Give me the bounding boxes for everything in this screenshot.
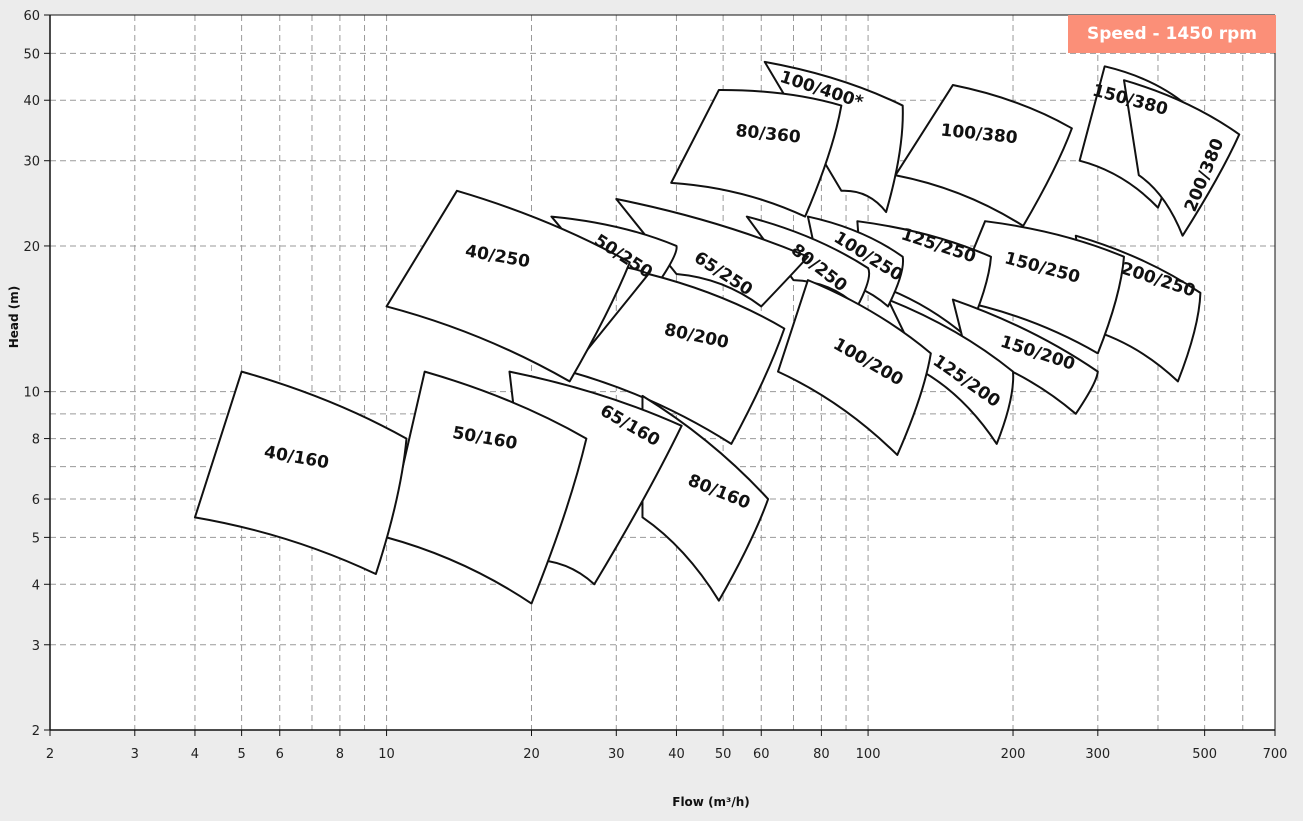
pump-region-80-250 [745, 215, 871, 308]
pump-region-100-200 [776, 279, 932, 456]
pump-region-125-200 [887, 298, 1015, 445]
x-tick-label: 5 [237, 747, 245, 762]
y-tick-label: 50 [23, 47, 40, 62]
x-tick-label: 3 [131, 747, 139, 762]
y-tick-label: 60 [23, 9, 40, 24]
pump-region-40-160 [193, 370, 408, 576]
speed-badge: Speed - 1450 rpm [1068, 15, 1276, 53]
x-tick-label: 4 [191, 747, 199, 762]
pump-region-200-380 [1122, 79, 1241, 237]
x-tick-label: 50 [715, 747, 732, 762]
x-tick-label: 500 [1192, 747, 1217, 762]
x-tick-label: 20 [523, 747, 540, 762]
pump-region-50-160 [385, 370, 588, 605]
x-tick-label: 6 [276, 747, 284, 762]
pump-region-80-200 [568, 273, 786, 445]
x-tick-label: 40 [668, 747, 685, 762]
y-tick-label: 30 [23, 155, 40, 170]
pump-regions: 100/400*80/360150/380200/380100/380200/2… [193, 60, 1241, 605]
x-tick-label: 30 [608, 747, 625, 762]
x-axis-title: Flow (m³/h) [672, 795, 749, 809]
x-tick-label: 10 [378, 747, 395, 762]
pump-region-100-380 [894, 84, 1073, 227]
x-tick-label: 700 [1263, 747, 1288, 762]
y-tick-label: 8 [32, 433, 40, 448]
y-tick-label: 10 [23, 386, 40, 401]
x-tick-label: 80 [813, 747, 830, 762]
x-tick-label: 2 [46, 747, 54, 762]
x-tick-label: 8 [336, 747, 344, 762]
axes: 2 3 4 5 6 8 10 20 30 40 50 60 80 100 200 300 500 700 2 3 4 5 6… [23, 9, 1287, 762]
y-tick-label: 20 [23, 240, 40, 255]
y-tick-label: 3 [32, 639, 40, 654]
x-tick-label: 60 [753, 747, 770, 762]
pump-region-40-250 [385, 189, 631, 383]
pump-region-150-250 [951, 220, 1125, 355]
pump-region-80-360 [670, 88, 843, 218]
y-tick-label: 2 [32, 724, 40, 739]
x-tick-label: 100 [856, 747, 881, 762]
y-tick-label: 40 [23, 94, 40, 109]
y-axis-title: Head (m) [7, 286, 21, 349]
y-tick-label: 4 [32, 578, 40, 593]
x-tick-label: 300 [1085, 747, 1110, 762]
x-tick-label: 200 [1001, 747, 1026, 762]
pump-region-65-250 [615, 198, 809, 308]
y-tick-label: 6 [32, 493, 40, 508]
y-tick-label: 5 [32, 531, 40, 546]
pump-region-80-160 [641, 394, 770, 602]
